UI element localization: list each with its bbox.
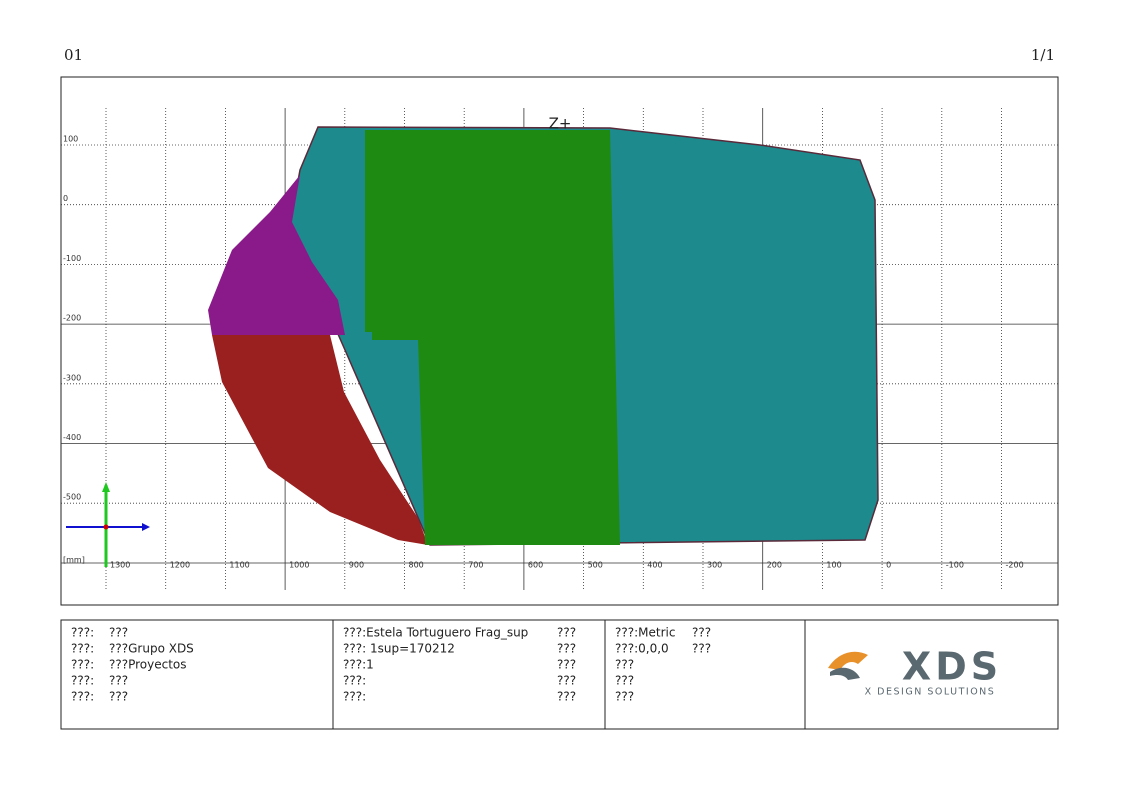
- purple-region: [208, 175, 345, 335]
- logo-mark: [830, 667, 860, 680]
- x-label: 900: [349, 561, 364, 570]
- arrow-head: [102, 482, 110, 492]
- field-text: ???: [109, 626, 128, 640]
- x-label: 800: [409, 561, 424, 570]
- field-text: ???:: [71, 690, 94, 704]
- x-label: 1200: [170, 561, 190, 570]
- x-label: 700: [468, 561, 483, 570]
- x-label: 600: [528, 561, 543, 570]
- field-text: ???:Estela Tortuguero Frag_sup: [343, 626, 528, 640]
- x-label: 200: [767, 561, 782, 570]
- y-label: 0: [63, 194, 68, 203]
- field-text: ???: [615, 658, 634, 672]
- y-label: -500: [63, 493, 81, 502]
- field-text: ???: [557, 626, 576, 640]
- red-region: [212, 335, 428, 545]
- field-text: ???:: [71, 658, 94, 672]
- x-label: 400: [647, 561, 662, 570]
- field-text: ???: [557, 658, 576, 672]
- field-text: ???:: [71, 674, 94, 688]
- field-text: ???:: [343, 674, 366, 688]
- field-text: ???: [692, 626, 711, 640]
- field-text: ???: [109, 674, 128, 688]
- x-label: -100: [946, 561, 964, 570]
- field-text: ???Grupo XDS: [109, 642, 194, 656]
- field-text: ???Proyectos: [109, 658, 187, 672]
- field-text: ???:: [343, 690, 366, 704]
- arrow-head: [142, 523, 150, 531]
- field-text: ???:0,0,0: [615, 642, 669, 656]
- field-text: ???:1: [343, 658, 374, 672]
- x-label: 300: [707, 561, 722, 570]
- field-text: ???: [615, 674, 634, 688]
- x-label: 100: [826, 561, 841, 570]
- logo: XDS X DESIGN SOLUTIONS: [828, 645, 1002, 698]
- axis-label: Z+: [549, 115, 572, 133]
- x-label: 1300: [110, 561, 130, 570]
- axis-triad: [66, 482, 150, 567]
- x-label: -200: [1006, 561, 1024, 570]
- x-label: 1100: [229, 561, 249, 570]
- y-label: -100: [63, 254, 81, 263]
- title-block: [60, 619, 1059, 730]
- field-text: ???:Metric: [615, 626, 675, 640]
- field-text: ???: [692, 642, 711, 656]
- x-label: 0: [886, 561, 891, 570]
- logo-name: XDS: [902, 645, 1002, 689]
- y-label: -400: [63, 433, 81, 442]
- field-text: ???: 1sup=170212: [343, 642, 455, 656]
- x-label: 500: [588, 561, 603, 570]
- y-label: 100: [63, 135, 78, 144]
- field-text: ???:: [71, 642, 94, 656]
- scan-model: [208, 126, 879, 546]
- logo-tagline: X DESIGN SOLUTIONS: [865, 687, 996, 698]
- title-block-text: ???:??????: ???Grupo XDS???: ???Proyectos?…: [71, 626, 711, 704]
- logo-mark: [828, 651, 868, 670]
- field-text: ???: [109, 690, 128, 704]
- field-text: ???: [557, 690, 576, 704]
- page-number: 1/1: [1031, 46, 1055, 64]
- unit-label: [mm]: [63, 556, 85, 565]
- field-text: ???: [615, 690, 634, 704]
- sheet-number: 01: [64, 46, 83, 64]
- x-label: 1000: [289, 561, 309, 570]
- y-label: -300: [63, 373, 81, 382]
- origin: [103, 524, 109, 530]
- field-text: ???: [557, 674, 576, 688]
- field-text: ???: [557, 642, 576, 656]
- field-text: ???:: [71, 626, 94, 640]
- green-region: [365, 130, 620, 545]
- y-label: -200: [63, 314, 81, 323]
